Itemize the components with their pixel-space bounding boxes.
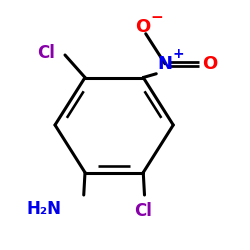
Text: −: − (150, 10, 164, 25)
Text: O: O (202, 55, 218, 73)
Text: Cl: Cl (134, 202, 152, 220)
Text: N: N (158, 55, 172, 73)
Text: H₂N: H₂N (26, 200, 61, 218)
Text: +: + (173, 47, 184, 61)
Text: Cl: Cl (37, 44, 55, 62)
Text: O: O (136, 18, 151, 36)
